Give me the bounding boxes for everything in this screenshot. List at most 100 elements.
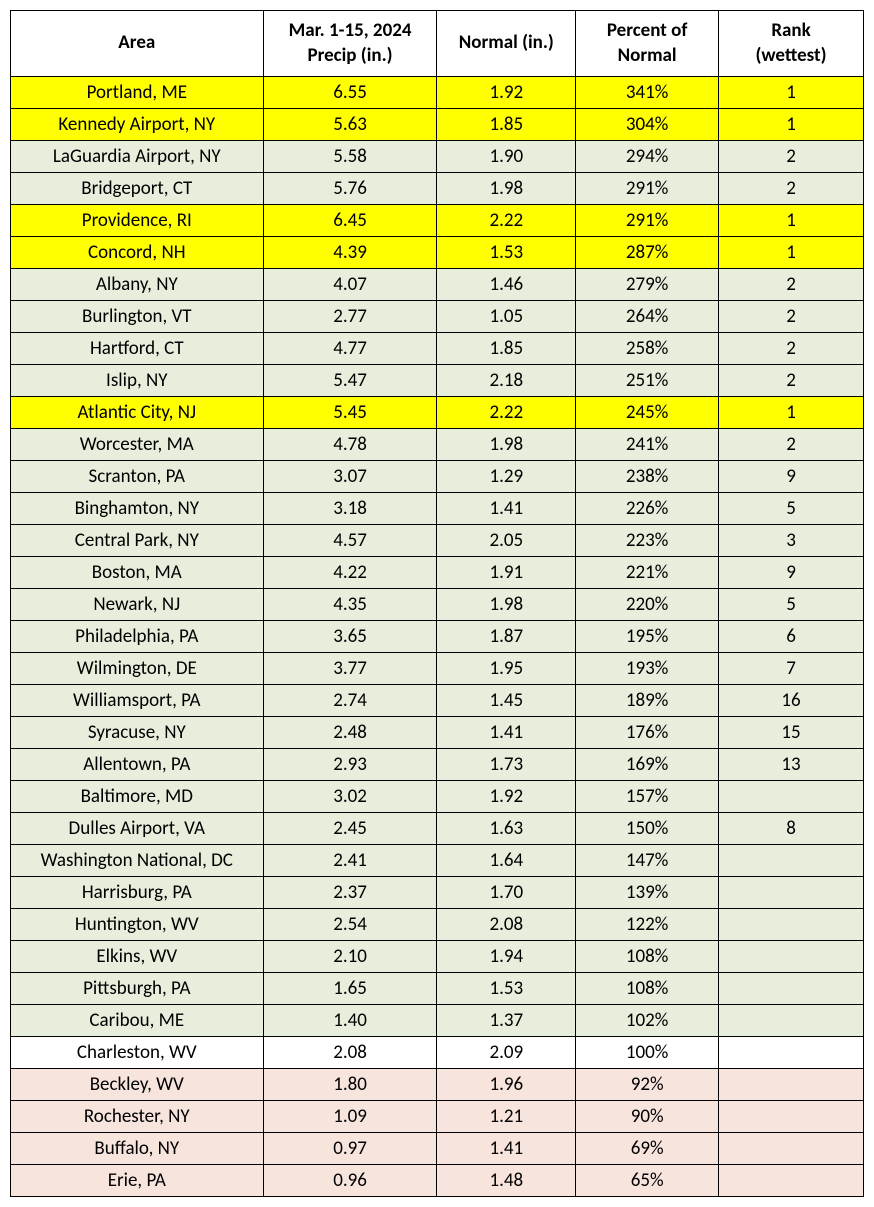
cell-normal: 1.41	[437, 717, 576, 749]
cell-area: Newark, NJ	[11, 589, 264, 621]
cell-normal: 1.91	[437, 557, 576, 589]
cell-rank: 8	[719, 813, 864, 845]
cell-normal: 1.41	[437, 493, 576, 525]
cell-precip: 1.09	[263, 1101, 437, 1133]
cell-area: Elkins, WV	[11, 941, 264, 973]
cell-pct: 291%	[576, 205, 719, 237]
cell-rank: 9	[719, 461, 864, 493]
table-row: Kennedy Airport, NY5.631.85304%1	[11, 109, 864, 141]
table-row: Harrisburg, PA2.371.70139%	[11, 877, 864, 909]
cell-rank: 16	[719, 685, 864, 717]
cell-area: Atlantic City, NJ	[11, 397, 264, 429]
cell-area: Bridgeport, CT	[11, 173, 264, 205]
cell-area: Baltimore, MD	[11, 781, 264, 813]
cell-normal: 1.46	[437, 269, 576, 301]
cell-precip: 1.65	[263, 973, 437, 1005]
table-row: Elkins, WV2.101.94108%	[11, 941, 864, 973]
table-row: Allentown, PA2.931.73169%13	[11, 749, 864, 781]
cell-area: Williamsport, PA	[11, 685, 264, 717]
cell-area: Harrisburg, PA	[11, 877, 264, 909]
cell-precip: 2.10	[263, 941, 437, 973]
cell-area: Beckley, WV	[11, 1069, 264, 1101]
cell-precip: 2.93	[263, 749, 437, 781]
table-row: Washington National, DC2.411.64147%	[11, 845, 864, 877]
cell-pct: 195%	[576, 621, 719, 653]
cell-precip: 5.76	[263, 173, 437, 205]
cell-pct: 189%	[576, 685, 719, 717]
table-row: Portland, ME6.551.92341%1	[11, 77, 864, 109]
cell-precip: 2.48	[263, 717, 437, 749]
cell-precip: 1.80	[263, 1069, 437, 1101]
table-row: Dulles Airport, VA2.451.63150%8	[11, 813, 864, 845]
cell-normal: 1.85	[437, 109, 576, 141]
cell-pct: 150%	[576, 813, 719, 845]
cell-precip: 3.65	[263, 621, 437, 653]
cell-precip: 5.47	[263, 365, 437, 397]
cell-area: LaGuardia Airport, NY	[11, 141, 264, 173]
table-row: Baltimore, MD3.021.92157%	[11, 781, 864, 813]
cell-pct: 221%	[576, 557, 719, 589]
cell-precip: 2.54	[263, 909, 437, 941]
cell-normal: 1.45	[437, 685, 576, 717]
cell-normal: 2.08	[437, 909, 576, 941]
table-row: Atlantic City, NJ5.452.22245%1	[11, 397, 864, 429]
cell-pct: 139%	[576, 877, 719, 909]
cell-precip: 4.77	[263, 333, 437, 365]
cell-rank	[719, 1133, 864, 1165]
cell-rank	[719, 973, 864, 1005]
cell-pct: 251%	[576, 365, 719, 397]
cell-pct: 176%	[576, 717, 719, 749]
cell-normal: 2.18	[437, 365, 576, 397]
cell-normal: 2.09	[437, 1037, 576, 1069]
cell-pct: 226%	[576, 493, 719, 525]
cell-rank: 2	[719, 429, 864, 461]
cell-normal: 1.48	[437, 1165, 576, 1197]
cell-pct: 223%	[576, 525, 719, 557]
cell-normal: 1.73	[437, 749, 576, 781]
cell-rank: 1	[719, 77, 864, 109]
table-row: Newark, NJ4.351.98220%5	[11, 589, 864, 621]
table-row: Beckley, WV1.801.9692%	[11, 1069, 864, 1101]
col-header-normal: Normal (in.)	[437, 11, 576, 77]
cell-precip: 2.08	[263, 1037, 437, 1069]
cell-pct: 102%	[576, 1005, 719, 1037]
cell-rank: 13	[719, 749, 864, 781]
cell-precip: 0.96	[263, 1165, 437, 1197]
cell-area: Rochester, NY	[11, 1101, 264, 1133]
cell-normal: 1.90	[437, 141, 576, 173]
cell-rank	[719, 845, 864, 877]
col-header-rank: Rank(wettest)	[719, 11, 864, 77]
cell-pct: 341%	[576, 77, 719, 109]
cell-area: Central Park, NY	[11, 525, 264, 557]
cell-rank: 1	[719, 109, 864, 141]
cell-rank	[719, 1069, 864, 1101]
cell-normal: 1.92	[437, 77, 576, 109]
cell-precip: 3.02	[263, 781, 437, 813]
cell-pct: 100%	[576, 1037, 719, 1069]
table-row: Albany, NY4.071.46279%2	[11, 269, 864, 301]
cell-pct: 69%	[576, 1133, 719, 1165]
table-row: Erie, PA0.961.4865%	[11, 1165, 864, 1197]
table-row: Charleston, WV2.082.09100%	[11, 1037, 864, 1069]
cell-area: Buffalo, NY	[11, 1133, 264, 1165]
cell-rank: 1	[719, 205, 864, 237]
table-row: Islip, NY5.472.18251%2	[11, 365, 864, 397]
cell-rank	[719, 1005, 864, 1037]
cell-normal: 1.53	[437, 973, 576, 1005]
cell-rank: 3	[719, 525, 864, 557]
cell-normal: 1.98	[437, 589, 576, 621]
cell-pct: 147%	[576, 845, 719, 877]
cell-precip: 4.78	[263, 429, 437, 461]
cell-area: Boston, MA	[11, 557, 264, 589]
cell-rank	[719, 909, 864, 941]
cell-area: Syracuse, NY	[11, 717, 264, 749]
table-row: Burlington, VT2.771.05264%2	[11, 301, 864, 333]
cell-rank: 2	[719, 141, 864, 173]
cell-precip: 2.77	[263, 301, 437, 333]
cell-area: Islip, NY	[11, 365, 264, 397]
cell-precip: 2.41	[263, 845, 437, 877]
cell-rank	[719, 1165, 864, 1197]
cell-rank: 2	[719, 173, 864, 205]
cell-rank	[719, 941, 864, 973]
cell-pct: 291%	[576, 173, 719, 205]
